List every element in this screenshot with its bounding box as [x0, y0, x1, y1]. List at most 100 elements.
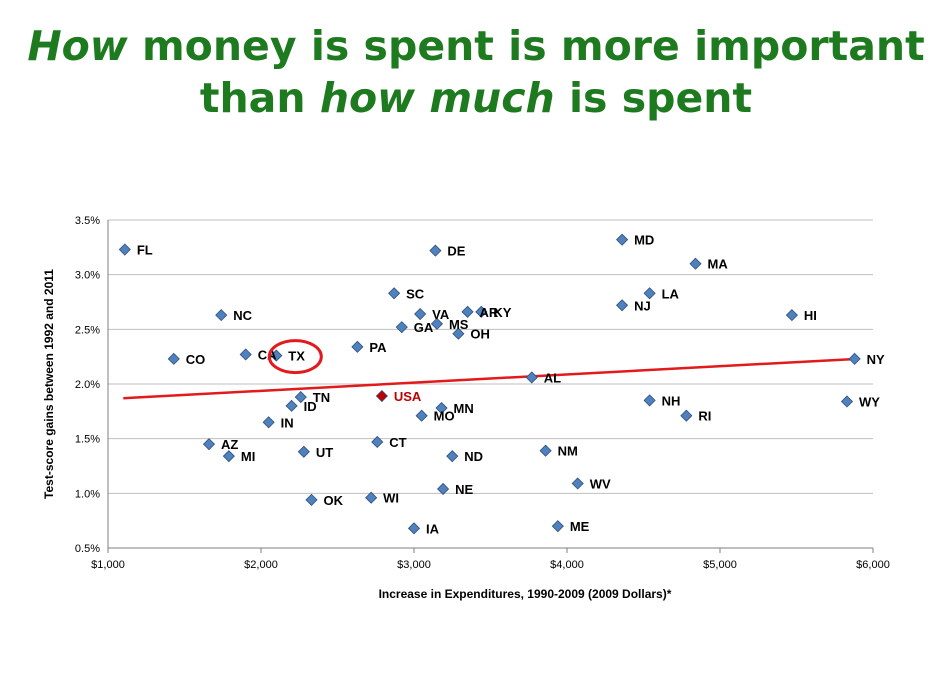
point-label-wv: WV [590, 476, 611, 491]
point-sc [388, 287, 401, 300]
point-ga [395, 321, 408, 334]
point-label-wi: WI [383, 491, 399, 506]
point-co [167, 352, 180, 365]
x-tick-label: $3,000 [397, 559, 431, 571]
slide-title: How money is spent is more important tha… [0, 20, 952, 124]
point-label-al: AL [544, 370, 561, 385]
point-label-ok: OK [323, 493, 343, 508]
point-fl [118, 243, 131, 256]
point-label-ma: MA [708, 257, 729, 272]
point-label-sc: SC [406, 286, 425, 301]
x-tick-label: $5,000 [703, 559, 737, 571]
title-line-2-post: is spent [554, 74, 753, 122]
point-label-pa: PA [369, 340, 387, 355]
point-ny [848, 352, 861, 365]
point-label-la: LA [662, 286, 680, 301]
point-nh [643, 394, 656, 407]
point-label-me: ME [570, 519, 590, 534]
point-md [616, 233, 629, 246]
point-al [525, 371, 538, 384]
point-label-usa: USA [394, 389, 422, 404]
point-label-de: DE [447, 244, 465, 259]
title-emphasis-how: How [27, 22, 128, 70]
point-va [414, 307, 427, 321]
point-label-tn: TN [313, 390, 330, 405]
point-label-fl: FL [137, 243, 153, 258]
point-de [429, 244, 442, 257]
x-tick-label: $4,000 [550, 559, 584, 571]
point-ia [407, 522, 421, 535]
point-label-nd: ND [464, 449, 483, 464]
point-nm [539, 444, 552, 457]
trendline-group [123, 357, 858, 400]
point-label-mn: MN [454, 401, 474, 416]
x-axis-label: Increase in Expenditures, 1990-2009 (200… [379, 587, 672, 601]
point-label-ny: NY [867, 352, 885, 367]
point-usa [375, 389, 388, 403]
point-label-ar: AR [480, 305, 499, 320]
point-oh [452, 327, 465, 340]
point-label-ky: KY [493, 305, 511, 320]
point-label-md: MD [634, 233, 654, 248]
point-label-oh: OH [470, 327, 490, 342]
x-tick-label: $2,000 [244, 559, 278, 571]
point-label-nc: NC [233, 308, 252, 323]
point-label-ms: MS [449, 317, 469, 332]
point-id [285, 399, 298, 412]
point-label-nj: NJ [634, 298, 651, 313]
point-me [551, 520, 564, 533]
title-emphasis-how-much: how much [319, 74, 555, 122]
point-mi [222, 450, 235, 463]
point-ca [239, 348, 252, 361]
y-axis-label: Test-score gains between 1992 and 2011 [42, 269, 56, 499]
point-wv [571, 477, 584, 490]
point-ms [430, 317, 444, 330]
y-tick-label: 2.5% [75, 324, 100, 336]
point-tn [294, 391, 307, 404]
point-ma [689, 257, 702, 270]
point-ok [305, 493, 318, 506]
point-pa [351, 340, 364, 353]
point-la [643, 287, 656, 300]
trendline [123, 357, 858, 400]
y-tick-label: 1.5% [75, 434, 100, 446]
x-tick-label: $1,000 [91, 559, 125, 571]
point-label-mo: MO [434, 409, 455, 424]
point-ri [680, 409, 693, 422]
title-line-2: than how much is spent [0, 72, 952, 124]
point-label-nm: NM [558, 444, 578, 459]
point-mn [435, 401, 448, 415]
y-tick-label: 2.0% [75, 379, 100, 391]
point-nc [215, 309, 228, 322]
point-label-hi: HI [804, 308, 817, 323]
point-in [262, 416, 275, 429]
point-hi [785, 309, 798, 322]
point-label-wy: WY [859, 394, 880, 409]
point-label-ri: RI [698, 409, 711, 424]
point-label-ut: UT [316, 445, 333, 460]
point-label-va: VA [432, 307, 450, 322]
y-tick-label: 0.5% [75, 543, 100, 555]
y-tick-label: 1.0% [75, 488, 100, 500]
gridlines [108, 219, 873, 549]
title-line-1: How money is spent is more important [0, 20, 952, 72]
point-tx [270, 349, 283, 362]
point-nj [616, 299, 629, 312]
y-tick-label: 3.5% [75, 215, 100, 227]
point-nd [446, 450, 459, 463]
point-label-in: IN [281, 415, 294, 430]
title-line-2-pre: than [199, 74, 320, 122]
point-label-az: AZ [221, 437, 238, 452]
point-label-ia: IA [426, 521, 440, 536]
point-ar [461, 305, 474, 318]
point-label-ne: NE [455, 482, 473, 497]
data-points [118, 233, 861, 535]
point-label-tx: TX [288, 349, 305, 364]
point-label-nh: NH [662, 393, 681, 408]
point-wi [365, 491, 378, 504]
point-ne [437, 482, 450, 496]
point-wy [840, 395, 854, 408]
point-label-mi: MI [241, 449, 255, 464]
